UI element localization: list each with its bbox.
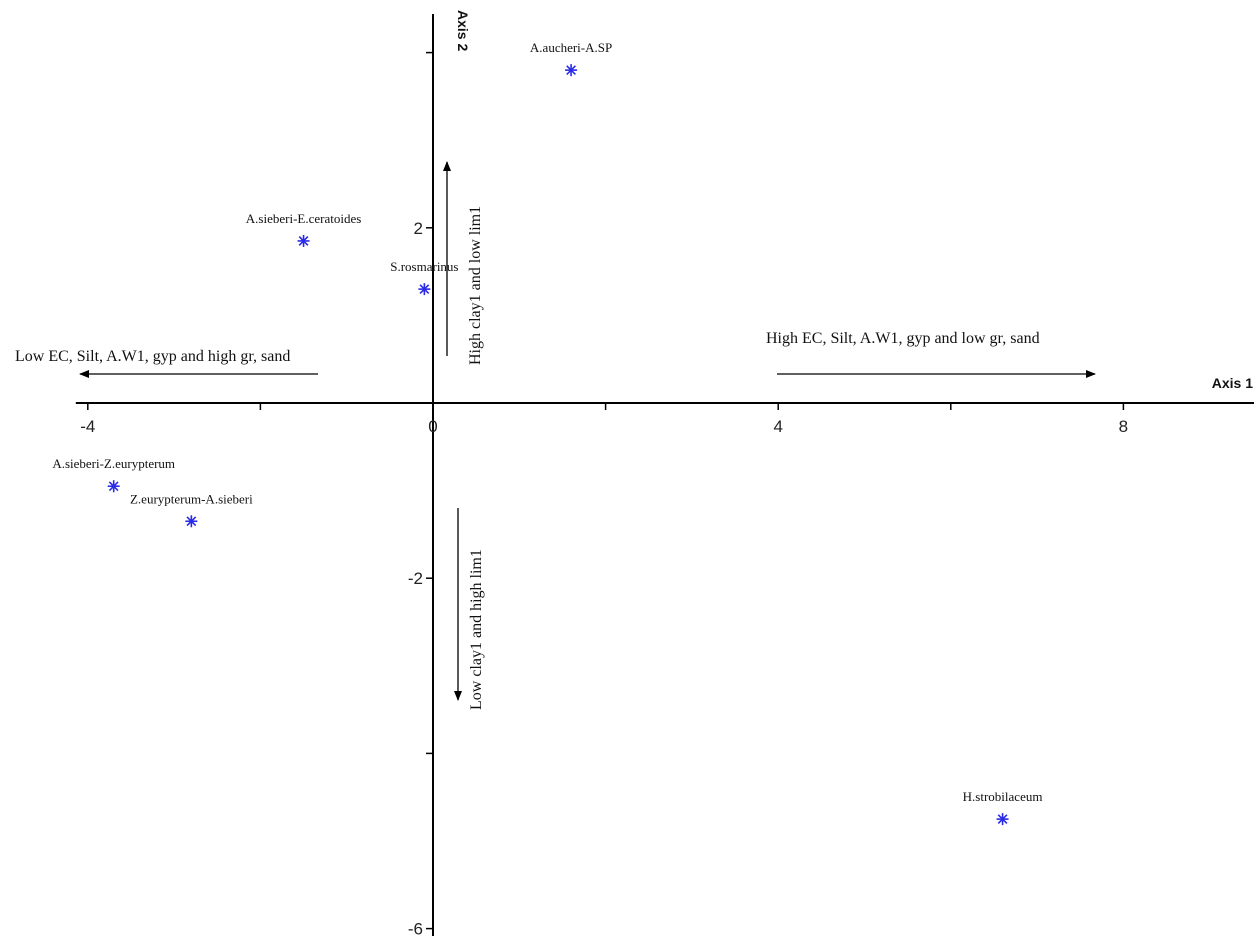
asterisk-marker-icon [186,516,197,527]
annotation-right: High EC, Silt, A.W1, gyp and low gr, san… [766,330,1096,378]
asterisk-marker-icon [997,814,1008,824]
x-axis-title: Axis 1 [1212,375,1253,391]
point-label: A.aucheri-A.SP [530,40,612,55]
data-point: S.rosmarinus [390,259,458,296]
data-point: A.sieberi-E.ceratoides [246,211,362,247]
annotation-up-text: High clay1 and low lim1 [467,206,484,365]
ticks: -4 0 4 8 -6 -2 2 [80,51,1128,936]
y-tick-label: -2 [408,569,423,588]
x-tick-label: 4 [773,417,782,436]
data-point: Z.eurypterum-A.sieberi [130,491,253,528]
point-label: A.sieberi-E.ceratoides [246,211,362,226]
data-point: H.strobilaceum [963,789,1043,826]
y-tick-label: -6 [408,920,423,936]
x-tick-label: -4 [80,417,95,436]
annotation-down-text: Low clay1 and high lim1 [468,549,485,710]
y-axis-title: Axis 2 [455,10,471,51]
x-tick-label: 8 [1119,417,1128,436]
asterisk-marker-icon [298,236,309,246]
data-points: A.aucheri-A.SP A.sieberi-E.ceratoides S.ro… [52,40,1043,826]
data-point: A.sieberi-Z.eurypterum [52,456,175,493]
asterisk-marker-icon [566,65,576,76]
annotation-left-text: Low EC, Silt, A.W1, gyp and high gr, san… [15,348,290,365]
asterisk-marker-icon [108,481,119,492]
x-tick-label: 0 [428,417,437,436]
asterisk-marker-icon [419,284,430,295]
point-label: H.strobilaceum [963,789,1043,804]
data-point: A.aucheri-A.SP [530,40,612,77]
axes [75,14,1254,936]
annotation-up: High clay1 and low lim1 [443,161,484,365]
point-label: Z.eurypterum-A.sieberi [130,491,253,506]
point-label: A.sieberi-Z.eurypterum [52,456,175,471]
annotation-right-text: High EC, Silt, A.W1, gyp and low gr, san… [766,330,1040,347]
annotation-down: Low clay1 and high lim1 [454,508,485,710]
annotation-left: Low EC, Silt, A.W1, gyp and high gr, san… [15,348,318,378]
y-tick-label: 2 [414,219,423,238]
point-label: S.rosmarinus [390,259,458,274]
